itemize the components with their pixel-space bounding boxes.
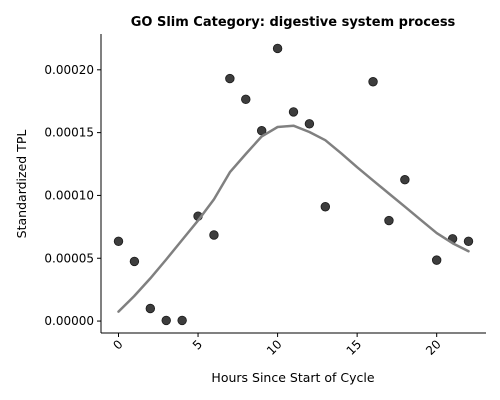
y-axis-label: Standardized TPL [14,130,29,239]
trend-line [117,124,470,313]
scatter-point [177,315,187,326]
scatter-point [113,236,124,246]
x-axis-label: Hours Since Start of Cycle [211,370,374,385]
scatter-points [113,43,474,326]
x-tick-label: 5 [190,337,205,352]
scatter-point [320,202,331,212]
scatter-point [145,303,156,314]
axes [100,34,486,334]
chart-title: GO Slim Category: digestive system proce… [131,15,456,30]
scatter-point [368,77,378,87]
y-tick-label: 0.00010 [44,188,94,202]
x-tick-label: 10 [264,337,285,358]
y-tick-label: 0.00000 [44,314,94,328]
scatter-point [272,43,283,54]
y-tick-label: 0.00020 [44,63,94,77]
x-tick-label: 20 [423,337,444,358]
x-ticks: 0 5 10 15 20 [110,333,444,358]
x-tick-label: 0 [110,337,125,352]
scatter-point [161,315,171,326]
scatter-point [384,215,394,226]
scatter-point [129,256,140,267]
scatter-point [288,107,299,117]
scatter-point [209,230,219,240]
scatter-point [431,255,442,265]
scatter-point [463,236,474,246]
scatter-point [304,119,315,129]
x-tick-label: 15 [344,337,365,358]
scatter-point [225,73,235,84]
y-tick-label: 0.00005 [44,251,94,265]
y-ticks: 0.00000 0.00005 0.00010 0.00015 0.00020 [44,63,101,328]
scatter-point [241,94,251,105]
y-tick-label: 0.00015 [44,126,94,140]
scatter-point [400,175,410,185]
